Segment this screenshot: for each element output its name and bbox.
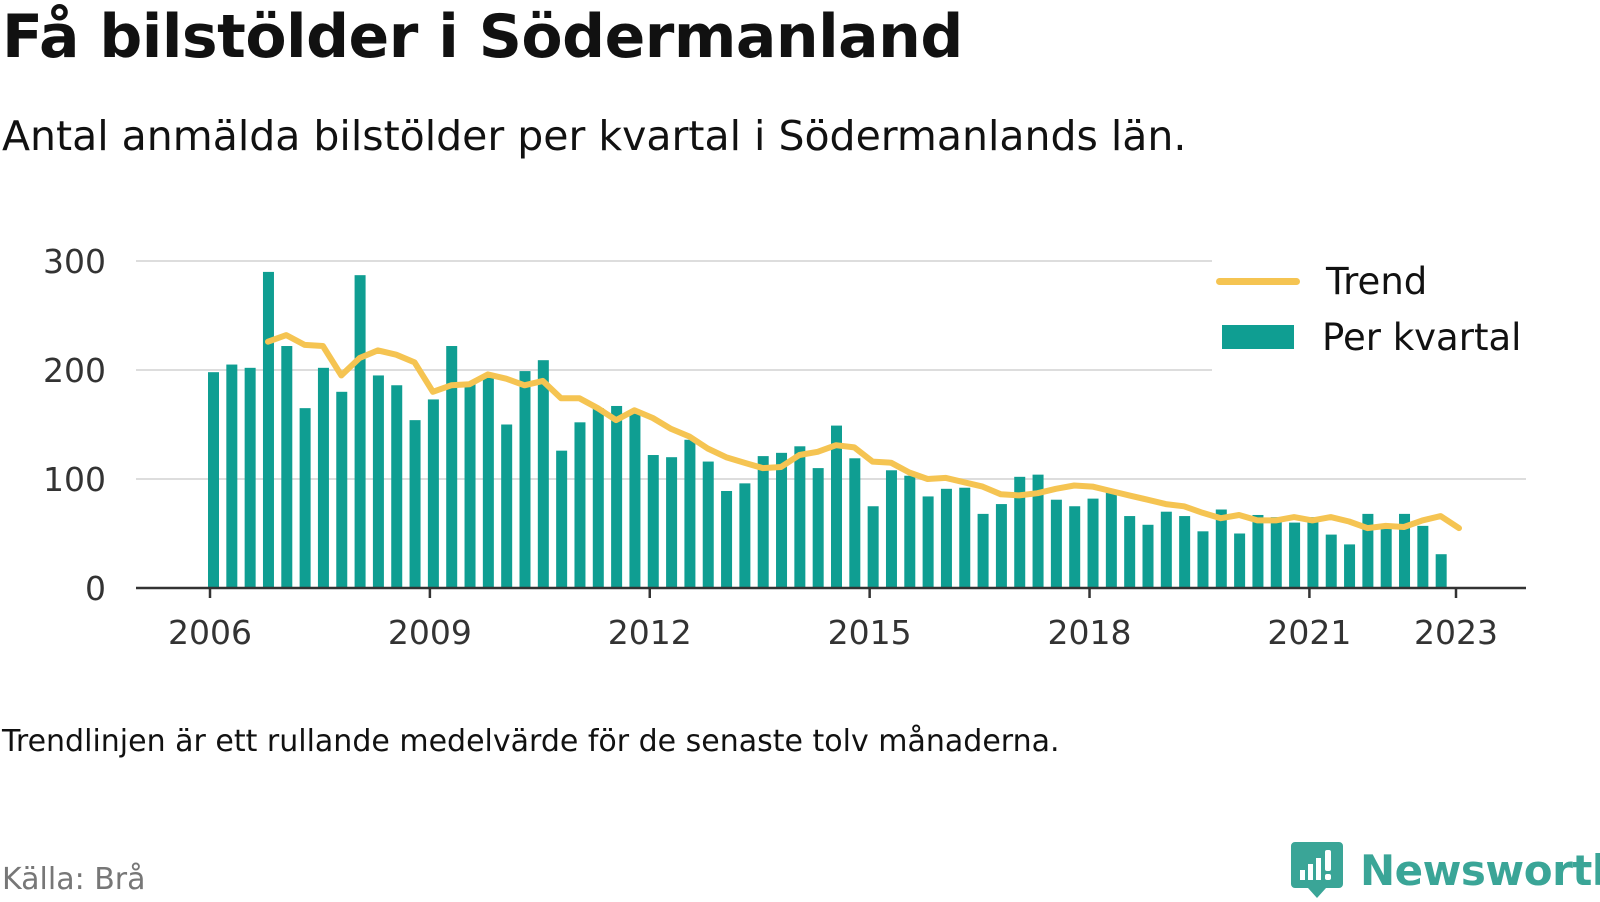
bar bbox=[556, 450, 568, 588]
bar bbox=[922, 496, 934, 588]
bar bbox=[776, 452, 788, 588]
newsworthy-logo-icon bbox=[1291, 842, 1343, 898]
bar bbox=[1179, 516, 1191, 588]
bar bbox=[1344, 544, 1356, 588]
bar bbox=[1289, 522, 1301, 588]
legend-item-trend: Trend bbox=[1212, 256, 1427, 306]
bar bbox=[959, 487, 971, 588]
bar bbox=[885, 470, 897, 588]
bar bbox=[501, 424, 513, 588]
bar bbox=[244, 367, 256, 588]
bar bbox=[1014, 476, 1026, 588]
bar bbox=[1160, 511, 1172, 588]
y-tick-label: 300 bbox=[43, 242, 106, 281]
bar bbox=[629, 413, 641, 588]
bar bbox=[1307, 517, 1319, 588]
y-tick-label: 0 bbox=[85, 569, 106, 608]
bar bbox=[904, 475, 916, 588]
bar bbox=[1270, 517, 1282, 588]
bar bbox=[592, 408, 604, 588]
legend-item-per-kvartal: Per kvartal bbox=[1212, 312, 1521, 362]
x-tick-label: 2009 bbox=[388, 613, 472, 652]
bar bbox=[1197, 531, 1209, 588]
bar bbox=[831, 425, 842, 588]
bar bbox=[1417, 525, 1429, 588]
x-tick-label: 2018 bbox=[1048, 613, 1132, 652]
bar bbox=[1050, 499, 1062, 588]
bar bbox=[849, 458, 861, 588]
bar bbox=[1087, 498, 1099, 588]
bar bbox=[721, 490, 733, 588]
legend-label-per-kvartal: Per kvartal bbox=[1322, 315, 1522, 359]
bar bbox=[482, 375, 494, 588]
bar bbox=[666, 457, 678, 588]
bar bbox=[867, 506, 879, 588]
y-tick-label: 100 bbox=[43, 460, 106, 499]
x-tick-label: 2021 bbox=[1267, 613, 1351, 652]
bar bbox=[1234, 533, 1246, 588]
bar bbox=[684, 439, 696, 588]
bar bbox=[281, 346, 293, 588]
bar bbox=[702, 461, 714, 588]
bar-line-chart: 0 100 200 300 2006 2009 2012 2015 2018 2021 2023 bbox=[43, 242, 1526, 652]
x-tick-label: 2015 bbox=[828, 613, 912, 652]
bar bbox=[1252, 514, 1264, 588]
bar bbox=[1380, 528, 1392, 588]
trend-line bbox=[265, 332, 1462, 532]
bar bbox=[995, 504, 1007, 588]
x-tick-label: 2012 bbox=[608, 613, 692, 652]
chart-footnote: Trendlinjen är ett rullande medelvärde f… bbox=[2, 724, 1060, 759]
bar bbox=[299, 408, 311, 588]
bar bbox=[537, 360, 549, 588]
y-tick-label: 200 bbox=[43, 351, 106, 390]
bar bbox=[446, 346, 458, 588]
bar bbox=[1142, 524, 1154, 588]
bar bbox=[812, 468, 824, 588]
bar bbox=[1069, 506, 1081, 588]
bar bbox=[1435, 554, 1447, 588]
legend-swatch-trend bbox=[1216, 277, 1300, 285]
bar bbox=[1105, 490, 1117, 588]
x-tick-label: 2023 bbox=[1414, 613, 1498, 652]
bar bbox=[427, 399, 439, 588]
brand-logo-block: Newsworthy bbox=[1290, 838, 1600, 902]
bar bbox=[794, 446, 806, 588]
bar bbox=[739, 483, 751, 588]
x-tick-label: 2006 bbox=[168, 613, 252, 652]
bar bbox=[1399, 513, 1411, 588]
bar bbox=[611, 405, 623, 588]
bar bbox=[977, 513, 989, 588]
chart-legend: Trend Per kvartal bbox=[1212, 256, 1532, 376]
bar bbox=[208, 372, 219, 588]
chart-subtitle: Antal anmälda bilstölder per kvartal i S… bbox=[2, 112, 1187, 160]
bar bbox=[757, 456, 769, 588]
bar bbox=[464, 384, 476, 588]
bar bbox=[1124, 516, 1136, 588]
bar bbox=[354, 275, 366, 588]
bar bbox=[1215, 509, 1227, 588]
legend-label-trend: Trend bbox=[1326, 259, 1428, 303]
bar bbox=[226, 364, 238, 588]
bar bbox=[317, 367, 329, 588]
bar bbox=[940, 488, 952, 588]
bar bbox=[1325, 534, 1337, 588]
bar bbox=[1032, 474, 1044, 588]
bar bbox=[574, 422, 586, 588]
bar bbox=[391, 385, 403, 588]
bar bbox=[409, 420, 421, 588]
chart-title: Få bilstölder i Södermanland bbox=[2, 2, 963, 72]
bar bbox=[336, 391, 348, 588]
bar bbox=[372, 375, 384, 588]
brand-name: Newsworthy bbox=[1360, 845, 1600, 895]
source-credit: Källa: Brå bbox=[2, 862, 146, 897]
bar bbox=[1362, 513, 1374, 588]
legend-swatch-per-kvartal bbox=[1222, 325, 1294, 349]
bar bbox=[647, 455, 659, 588]
bar bbox=[519, 371, 531, 588]
bar bbox=[262, 271, 274, 588]
